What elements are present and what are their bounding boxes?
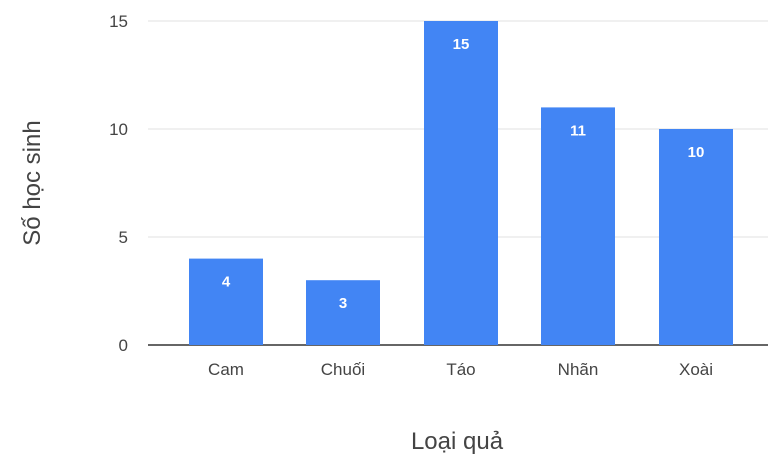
x-tick-label: Chuối [321, 360, 365, 379]
y-tick-label: 0 [119, 336, 128, 355]
bar [541, 107, 615, 345]
y-tick-label: 10 [109, 120, 128, 139]
bar [659, 129, 733, 345]
bar [189, 259, 263, 345]
bar-value-label: 4 [222, 274, 231, 291]
bar [306, 280, 380, 345]
bar [424, 21, 498, 345]
x-axis-title: Loại quả [411, 428, 504, 455]
x-tick-label: Xoài [679, 360, 713, 379]
bar-value-label: 15 [453, 36, 470, 53]
bars [189, 21, 733, 345]
x-tick-label: Táo [446, 360, 475, 379]
y-axis-title: Số học sinh [19, 120, 46, 245]
x-tick-label: Nhãn [558, 360, 599, 379]
y-tick-label: 5 [119, 228, 128, 247]
bar-value-label: 11 [570, 122, 586, 139]
y-tick-label: 15 [109, 12, 128, 31]
x-axis-ticks: Cam Chuối Táo Nhãn Xoài [208, 360, 713, 379]
bar-value-label: 10 [688, 144, 705, 161]
bar-value-label: 3 [339, 295, 347, 312]
x-tick-label: Cam [208, 360, 244, 379]
y-axis-ticks: 0 5 10 15 [109, 12, 128, 355]
